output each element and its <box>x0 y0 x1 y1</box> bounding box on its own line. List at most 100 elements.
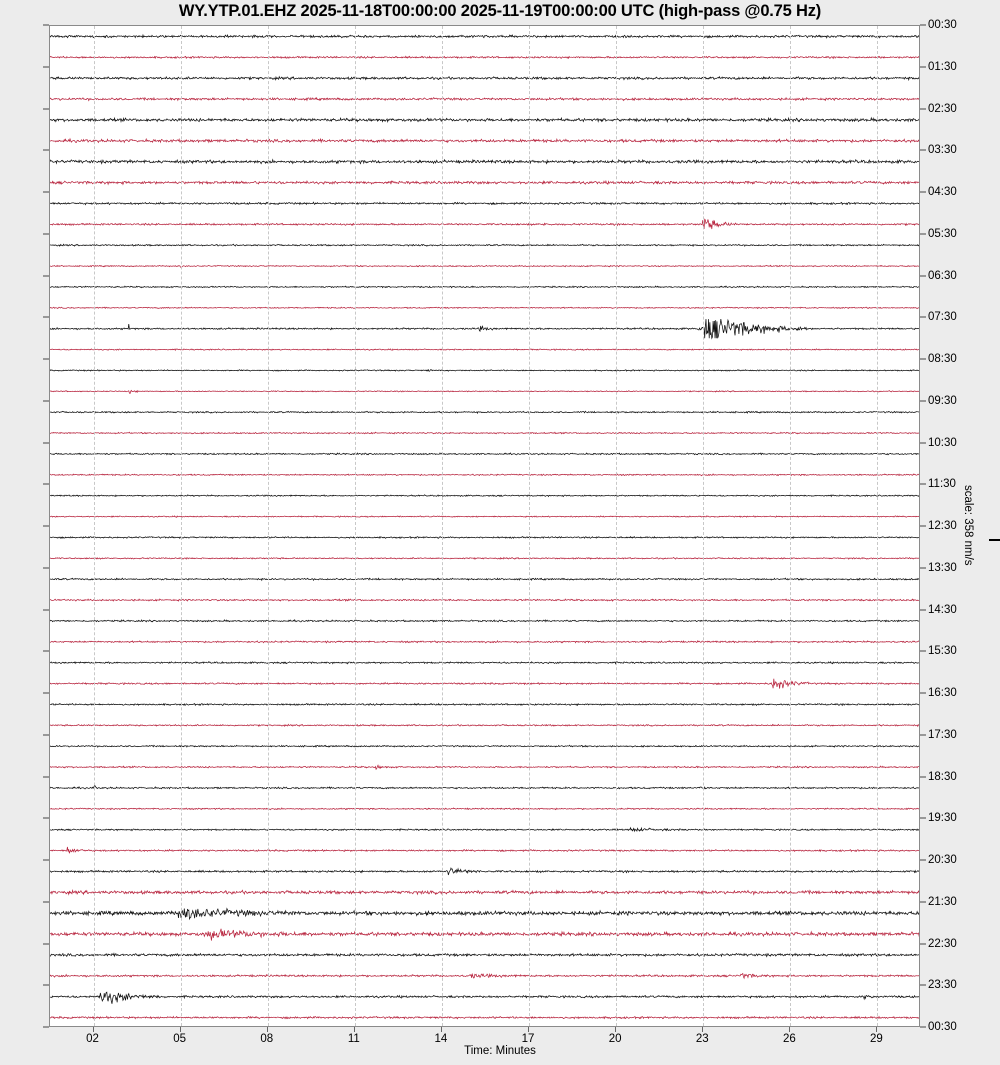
trace-01-30 <box>50 98 920 101</box>
x-tick-02 <box>92 1027 94 1032</box>
trace-20-00 <box>50 868 920 875</box>
y-tick-right-19 <box>920 817 926 819</box>
y-tick-right-2 <box>920 108 926 109</box>
trace-06-00 <box>50 286 920 288</box>
trace-11-00 <box>50 495 920 497</box>
x-label-14: 14 <box>434 1033 448 1045</box>
x-label-08: 08 <box>260 1033 274 1045</box>
x-tick-20 <box>615 1027 617 1032</box>
y-tick-right-10 <box>920 442 926 443</box>
y-tick-right-12 <box>920 525 926 527</box>
y-tick-left-5 <box>43 233 49 235</box>
trace-14-00 <box>50 620 920 622</box>
trace-18-30 <box>50 808 920 810</box>
x-tick-08 <box>266 1027 268 1032</box>
trace-19-30 <box>50 847 920 853</box>
x-axis-title: Time: Minutes <box>464 1045 536 1057</box>
y-label-right-06-30: 06:30 <box>928 269 957 282</box>
trace-18-00 <box>50 786 920 789</box>
trace-07-30 <box>50 349 920 350</box>
gridline-05 <box>180 26 182 1026</box>
trace-12-00 <box>50 537 920 539</box>
trace-22-30 <box>50 974 920 979</box>
y-tick-right-9 <box>920 400 926 402</box>
scale-bar <box>989 539 1000 541</box>
x-tick-26 <box>789 1027 791 1032</box>
trace-13-30 <box>50 599 920 601</box>
y-label-right-00-30: 00:30 <box>928 19 957 31</box>
y-tick-right-13 <box>920 567 926 569</box>
y-tick-left-16 <box>43 692 49 694</box>
page-title: WY.YTP.01.EHZ 2025-11-18T00:00:00 2025-1… <box>178 2 822 20</box>
gridline-29 <box>877 26 879 1026</box>
trace-07-00 <box>50 319 920 338</box>
trace-16-00 <box>50 704 920 706</box>
trace-11-30 <box>50 516 920 517</box>
trace-15-00 <box>50 662 920 664</box>
trace-03-00 <box>50 160 920 164</box>
y-label-right-23-30: 23:30 <box>928 979 957 992</box>
y-label-right-15-30: 15:30 <box>928 645 957 658</box>
trace-12-30 <box>50 557 920 559</box>
y-tick-right-18 <box>920 776 926 777</box>
y-tick-right-4 <box>920 191 926 193</box>
trace-00-30 <box>50 56 920 58</box>
y-tick-left-21 <box>43 901 49 903</box>
y-label-right-22-30: 22:30 <box>928 937 957 950</box>
y-tick-left-19 <box>43 817 49 819</box>
y-tick-left-7 <box>43 316 49 318</box>
trace-05-30 <box>50 265 920 267</box>
y-label-right-03-30: 03:30 <box>928 144 957 157</box>
trace-08-30 <box>50 390 920 393</box>
y-tick-left-3 <box>43 149 49 151</box>
x-tick-23 <box>702 1027 704 1032</box>
y-tick-right-14 <box>920 609 926 610</box>
trace-17-00 <box>50 745 920 747</box>
y-tick-right-3 <box>920 149 926 151</box>
trace-06-30 <box>50 307 920 309</box>
y-tick-right-17 <box>920 734 926 736</box>
y-tick-left-23 <box>43 984 49 986</box>
trace-05-00 <box>50 244 920 246</box>
trace-09-00 <box>50 411 920 413</box>
y-tick-left-9 <box>43 400 49 402</box>
x-label-26: 26 <box>782 1033 796 1045</box>
y-label-right-11-30: 11:30 <box>928 478 956 491</box>
y-tick-left-24 <box>43 1026 49 1028</box>
y-label-right-05-30: 05:30 <box>928 227 957 240</box>
trace-14-30 <box>50 641 920 643</box>
trace-canvas <box>50 26 920 1027</box>
y-tick-right-1 <box>920 66 926 68</box>
y-label-right-16-30: 16:30 <box>928 687 957 699</box>
x-label-29: 29 <box>870 1033 883 1045</box>
x-label-05: 05 <box>173 1033 187 1045</box>
y-label-right-17-30: 17:30 <box>928 728 957 741</box>
seismogram-plot-area[interactable] <box>49 25 920 1027</box>
gridline-17 <box>529 26 531 1026</box>
y-label-right-21-30: 21:30 <box>928 895 957 908</box>
y-tick-right-0 <box>920 24 926 26</box>
y-tick-right-5 <box>920 233 926 235</box>
y-label-right-04-30: 04:30 <box>928 186 957 198</box>
gridline-14 <box>441 26 443 1026</box>
y-tick-left-20 <box>43 859 49 861</box>
y-tick-left-8 <box>43 358 49 360</box>
x-tick-17 <box>528 1027 530 1032</box>
gridline-20 <box>616 26 618 1026</box>
trace-17-30 <box>50 765 920 769</box>
y-tick-left-22 <box>43 943 49 944</box>
y-tick-left-13 <box>43 567 49 569</box>
y-tick-right-7 <box>920 316 926 318</box>
y-tick-left-2 <box>43 108 49 109</box>
y-label-right-18-30: 18:30 <box>928 770 957 783</box>
trace-13-00 <box>50 578 920 580</box>
y-tick-right-20 <box>920 859 926 861</box>
trace-21-30 <box>50 929 920 941</box>
x-tick-29 <box>876 1027 878 1032</box>
trace-15-30 <box>50 679 920 689</box>
y-label-right-09-30: 09:30 <box>928 394 957 407</box>
y-tick-left-0 <box>43 24 49 26</box>
y-label-right-14-30: 14:30 <box>928 603 957 616</box>
x-label-17: 17 <box>521 1033 535 1045</box>
trace-23-00 <box>50 992 920 1004</box>
